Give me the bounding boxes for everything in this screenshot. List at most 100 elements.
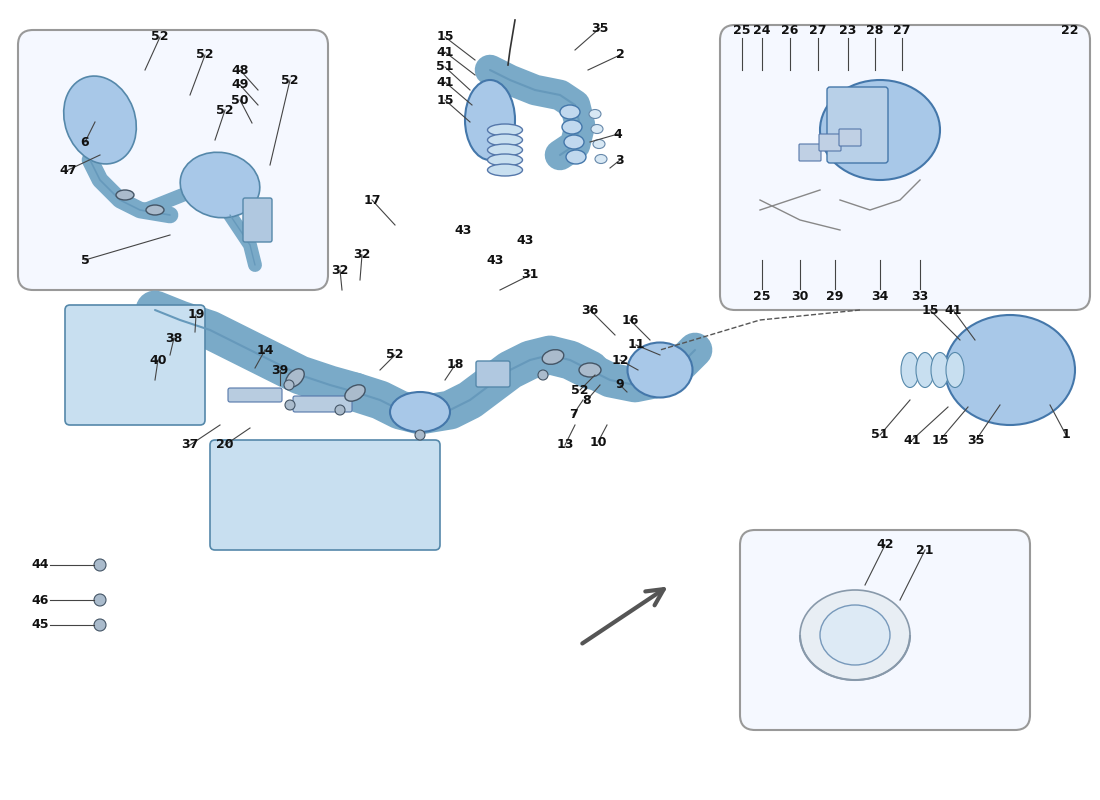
Ellipse shape xyxy=(916,353,934,387)
FancyBboxPatch shape xyxy=(228,388,282,402)
Text: 37: 37 xyxy=(182,438,199,451)
Text: 38: 38 xyxy=(165,331,183,345)
Text: 52: 52 xyxy=(196,49,213,62)
FancyBboxPatch shape xyxy=(65,305,205,425)
Ellipse shape xyxy=(595,154,607,163)
Text: 3: 3 xyxy=(616,154,625,166)
Ellipse shape xyxy=(901,353,918,387)
Text: 9: 9 xyxy=(616,378,625,391)
Ellipse shape xyxy=(487,144,522,156)
Text: 41: 41 xyxy=(437,75,453,89)
Text: 6: 6 xyxy=(80,135,89,149)
Ellipse shape xyxy=(465,80,515,160)
Text: 31: 31 xyxy=(521,269,539,282)
Circle shape xyxy=(285,400,295,410)
Text: 15: 15 xyxy=(437,30,453,43)
Text: 15: 15 xyxy=(437,94,453,106)
Text: 5: 5 xyxy=(80,254,89,266)
Ellipse shape xyxy=(116,190,134,200)
Text: 19: 19 xyxy=(187,309,205,322)
FancyBboxPatch shape xyxy=(799,144,821,161)
Text: 45: 45 xyxy=(31,618,48,631)
Text: 32: 32 xyxy=(353,249,371,262)
Ellipse shape xyxy=(820,605,890,665)
Ellipse shape xyxy=(146,205,164,215)
FancyBboxPatch shape xyxy=(839,129,861,146)
Text: 41: 41 xyxy=(437,46,453,58)
Text: 13: 13 xyxy=(557,438,574,451)
Text: 4: 4 xyxy=(614,127,623,141)
Text: 16: 16 xyxy=(621,314,639,326)
Text: 41: 41 xyxy=(903,434,921,446)
Ellipse shape xyxy=(564,135,584,149)
Text: 51: 51 xyxy=(437,61,453,74)
Text: 33: 33 xyxy=(912,290,928,303)
Ellipse shape xyxy=(180,152,260,218)
Text: 27: 27 xyxy=(810,23,827,37)
Text: 40: 40 xyxy=(150,354,167,366)
Text: 34: 34 xyxy=(871,290,889,303)
Text: 43: 43 xyxy=(516,234,534,246)
Ellipse shape xyxy=(820,80,940,180)
Ellipse shape xyxy=(627,342,693,398)
Text: 22: 22 xyxy=(1062,23,1079,37)
Text: 21: 21 xyxy=(916,543,934,557)
Ellipse shape xyxy=(591,125,603,134)
Text: 26: 26 xyxy=(781,23,799,37)
Text: 14: 14 xyxy=(256,343,274,357)
Text: 41: 41 xyxy=(944,303,961,317)
Ellipse shape xyxy=(946,353,964,387)
Ellipse shape xyxy=(931,353,949,387)
FancyBboxPatch shape xyxy=(827,87,888,163)
Circle shape xyxy=(336,405,345,415)
Ellipse shape xyxy=(64,76,136,164)
Text: 35: 35 xyxy=(967,434,984,446)
Text: 30: 30 xyxy=(791,290,808,303)
Text: 23: 23 xyxy=(839,23,857,37)
Text: 24: 24 xyxy=(754,23,771,37)
Ellipse shape xyxy=(487,164,522,176)
Text: 51: 51 xyxy=(871,429,889,442)
Text: 7: 7 xyxy=(569,409,578,422)
Circle shape xyxy=(415,430,425,440)
FancyBboxPatch shape xyxy=(293,396,352,412)
Ellipse shape xyxy=(487,134,522,146)
Text: 15: 15 xyxy=(932,434,948,446)
Text: 49: 49 xyxy=(231,78,249,91)
Text: 46: 46 xyxy=(31,594,48,606)
Text: 36: 36 xyxy=(582,303,598,317)
Text: 29: 29 xyxy=(826,290,844,303)
Text: 25: 25 xyxy=(734,23,750,37)
Ellipse shape xyxy=(345,385,365,401)
Text: 52: 52 xyxy=(386,349,404,362)
Text: 10: 10 xyxy=(590,435,607,449)
Ellipse shape xyxy=(286,369,305,387)
Text: 39: 39 xyxy=(272,363,288,377)
FancyBboxPatch shape xyxy=(820,134,842,151)
Circle shape xyxy=(94,594,106,606)
Ellipse shape xyxy=(487,124,522,136)
Text: 18: 18 xyxy=(447,358,464,371)
Ellipse shape xyxy=(945,315,1075,425)
Text: 44: 44 xyxy=(31,558,48,571)
Ellipse shape xyxy=(566,150,586,164)
Ellipse shape xyxy=(588,110,601,118)
Text: 50: 50 xyxy=(231,94,249,106)
FancyBboxPatch shape xyxy=(476,361,510,387)
Ellipse shape xyxy=(542,350,564,364)
FancyBboxPatch shape xyxy=(740,530,1030,730)
FancyBboxPatch shape xyxy=(210,440,440,550)
Ellipse shape xyxy=(390,392,450,432)
Text: 48: 48 xyxy=(231,63,249,77)
Text: 43: 43 xyxy=(486,254,504,266)
Text: 8: 8 xyxy=(583,394,592,406)
Text: 28: 28 xyxy=(867,23,883,37)
Text: 52: 52 xyxy=(282,74,299,86)
Text: 47: 47 xyxy=(59,163,77,177)
Text: 52: 52 xyxy=(152,30,168,43)
Text: 42: 42 xyxy=(877,538,893,551)
Circle shape xyxy=(284,380,294,390)
Ellipse shape xyxy=(593,139,605,149)
FancyBboxPatch shape xyxy=(243,198,272,242)
Ellipse shape xyxy=(487,154,522,166)
